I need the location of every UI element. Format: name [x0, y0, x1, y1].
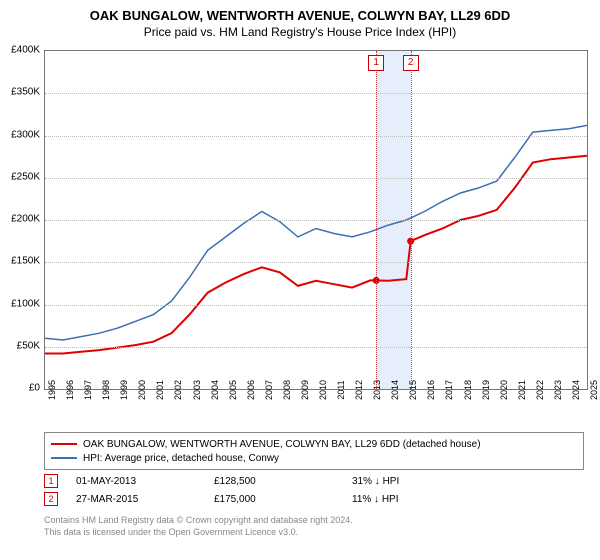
x-axis-tick: 2025	[589, 380, 599, 400]
y-gridline	[45, 347, 587, 348]
x-axis-tick: 2006	[246, 380, 256, 400]
x-axis-tick: 2010	[318, 380, 328, 400]
x-axis-tick: 2013	[372, 380, 382, 400]
series-property	[45, 156, 587, 354]
x-axis-tick: 2003	[192, 380, 202, 400]
y-axis-tick: £250K	[11, 171, 40, 182]
chart-title: OAK BUNGALOW, WENTWORTH AVENUE, COLWYN B…	[0, 0, 600, 23]
y-gridline	[45, 178, 587, 179]
sale-marker-box: 2	[403, 55, 419, 71]
x-axis-tick: 2004	[210, 380, 220, 400]
x-axis-tick: 2023	[553, 380, 563, 400]
x-axis-tick: 1997	[83, 380, 93, 400]
y-axis-tick: £100K	[11, 298, 40, 309]
legend-swatch	[51, 457, 77, 459]
x-axis-tick: 2022	[535, 380, 545, 400]
x-axis-tick: 2011	[336, 380, 346, 399]
sale-event-row: 2 27-MAR-2015 £175,000 11% ↓ HPI	[44, 490, 584, 508]
x-axis-tick: 2014	[390, 380, 400, 400]
x-axis-tick: 1995	[47, 380, 57, 400]
y-gridline	[45, 262, 587, 263]
y-gridline	[45, 136, 587, 137]
chart-plot-area: 12	[44, 50, 588, 390]
sale-marker-box: 1	[368, 55, 384, 71]
y-gridline	[45, 93, 587, 94]
copyright-notice: Contains HM Land Registry data © Crown c…	[44, 514, 584, 538]
x-axis-tick: 1996	[65, 380, 75, 400]
x-axis-tick: 2016	[426, 380, 436, 400]
x-axis-tick: 2020	[499, 380, 509, 400]
sale-event-index: 1	[44, 474, 58, 488]
chart-subtitle: Price paid vs. HM Land Registry's House …	[0, 25, 600, 39]
sale-event-vs-hpi: 11% ↓ HPI	[352, 494, 472, 505]
copyright-line2: This data is licensed under the Open Gov…	[44, 526, 584, 538]
x-axis-tick: 2017	[444, 380, 454, 400]
x-axis-tick: 2005	[228, 380, 238, 400]
sale-event-vs-hpi: 31% ↓ HPI	[352, 476, 472, 487]
x-axis-tick: 2018	[463, 380, 473, 400]
sale-event-date: 27-MAR-2015	[76, 494, 196, 505]
x-axis-tick: 2007	[264, 380, 274, 400]
copyright-line1: Contains HM Land Registry data © Crown c…	[44, 514, 584, 526]
y-axis-tick: £50K	[17, 340, 40, 351]
legend-label: HPI: Average price, detached house, Conw…	[83, 453, 279, 464]
x-axis-tick: 2019	[481, 380, 491, 400]
sale-event-price: £128,500	[214, 476, 334, 487]
sale-event-price: £175,000	[214, 494, 334, 505]
x-axis-tick: 2012	[354, 380, 364, 400]
y-axis-tick: £400K	[11, 45, 40, 56]
x-axis-tick: 2009	[300, 380, 310, 400]
x-axis-tick: 2015	[408, 380, 418, 400]
y-axis-tick: £0	[29, 383, 40, 394]
y-axis-tick: £300K	[11, 129, 40, 140]
sale-marker-line	[376, 51, 377, 389]
y-axis-tick: £200K	[11, 214, 40, 225]
x-axis-tick: 2001	[155, 380, 165, 400]
x-axis-tick: 2000	[137, 380, 147, 400]
x-axis-tick: 2002	[173, 380, 183, 400]
x-axis-tick: 2008	[282, 380, 292, 400]
x-axis-tick: 2024	[571, 380, 581, 400]
y-axis-tick: £350K	[11, 87, 40, 98]
sale-event-row: 1 01-MAY-2013 £128,500 31% ↓ HPI	[44, 472, 584, 490]
legend-label: OAK BUNGALOW, WENTWORTH AVENUE, COLWYN B…	[83, 439, 481, 450]
y-gridline	[45, 305, 587, 306]
sale-event-date: 01-MAY-2013	[76, 476, 196, 487]
sale-events-table: 1 01-MAY-2013 £128,500 31% ↓ HPI 2 27-MAR-201…	[44, 472, 584, 508]
series-hpi	[45, 125, 587, 340]
legend-row: HPI: Average price, detached house, Conw…	[51, 451, 577, 465]
legend-row: OAK BUNGALOW, WENTWORTH AVENUE, COLWYN B…	[51, 437, 577, 451]
x-axis-tick: 2021	[517, 380, 527, 400]
x-axis-tick: 1999	[119, 380, 129, 400]
legend: OAK BUNGALOW, WENTWORTH AVENUE, COLWYN B…	[44, 432, 584, 470]
legend-swatch	[51, 443, 77, 445]
sale-marker-line	[411, 51, 412, 389]
sale-event-index: 2	[44, 492, 58, 506]
y-axis-tick: £150K	[11, 256, 40, 267]
y-gridline	[45, 220, 587, 221]
x-axis-tick: 1998	[101, 380, 111, 400]
